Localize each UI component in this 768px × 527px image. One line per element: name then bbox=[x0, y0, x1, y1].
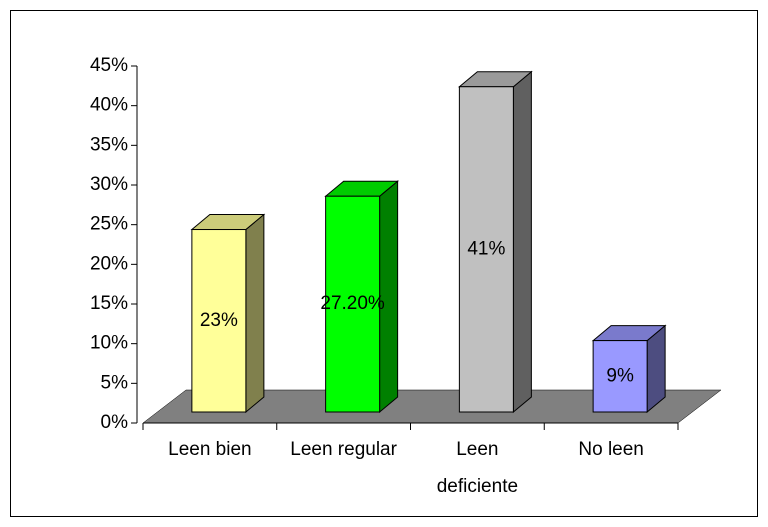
y-tick-label: 10% bbox=[90, 333, 128, 354]
y-tick-label: 35% bbox=[90, 134, 128, 155]
x-tick-label: Leen deficiente bbox=[437, 439, 518, 497]
bar bbox=[592, 340, 648, 413]
bar-side bbox=[245, 213, 265, 414]
y-tick-label: 20% bbox=[90, 253, 128, 274]
bar bbox=[191, 229, 247, 413]
value-label: 9% bbox=[606, 365, 634, 386]
y-tick-label: 5% bbox=[101, 372, 129, 393]
y-tick-label: 25% bbox=[90, 214, 128, 235]
y-tick-label: 0% bbox=[101, 412, 129, 433]
value-label: 41% bbox=[467, 238, 505, 259]
y-tick-label: 15% bbox=[90, 293, 128, 314]
x-tick-label: Leen bien bbox=[168, 439, 251, 460]
value-label: 27.20% bbox=[320, 293, 385, 314]
y-tick-label: 45% bbox=[90, 55, 128, 76]
y-tick-label: 40% bbox=[90, 95, 128, 116]
value-label: 23% bbox=[200, 310, 238, 331]
bar-side bbox=[512, 70, 532, 414]
x-tick-label: Leen regular bbox=[290, 439, 397, 460]
bar bbox=[458, 86, 514, 413]
bar bbox=[325, 195, 381, 413]
y-tick-label: 30% bbox=[90, 174, 128, 195]
x-tick-label: No leen bbox=[578, 439, 644, 460]
